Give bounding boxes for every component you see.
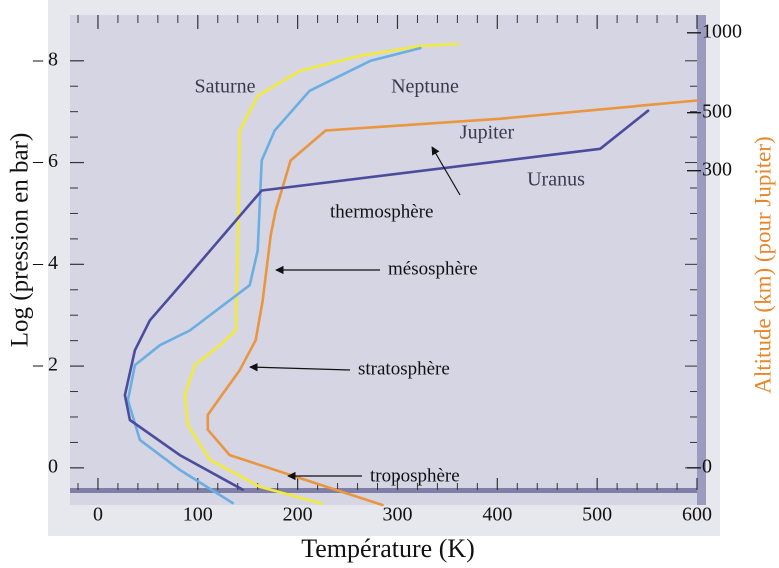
y-tick-label: – 2 bbox=[32, 354, 58, 376]
x-tick-label: 600 bbox=[682, 504, 712, 526]
series-line bbox=[123, 109, 650, 491]
x-tick-label: 300 bbox=[382, 504, 412, 526]
y-tick-label: – 6 bbox=[32, 150, 58, 172]
bottom-ruler bbox=[70, 488, 697, 493]
x-tick-label: 0 bbox=[93, 504, 103, 526]
y2-tick-label: 0 bbox=[702, 455, 712, 477]
right-ruler bbox=[697, 15, 706, 505]
series-label: Neptune bbox=[391, 76, 459, 98]
y2-tick-label: 1000 bbox=[702, 20, 742, 42]
annotation: mésosphère bbox=[388, 258, 478, 279]
y-axis-label: Log (pression en bar) bbox=[7, 133, 34, 348]
y-tick-label: 0 bbox=[48, 455, 58, 477]
series-line bbox=[206, 99, 699, 507]
annotation-arrow bbox=[431, 146, 461, 196]
annotation-arrow bbox=[249, 363, 351, 372]
y2-axis-label: Altitude (km) (pour Jupiter) bbox=[750, 136, 775, 393]
series-line bbox=[183, 42, 460, 505]
annotation: stratosphère bbox=[358, 358, 450, 379]
series-label: Saturne bbox=[194, 76, 255, 98]
annotation: troposphère bbox=[370, 465, 460, 486]
series-label: Jupiter bbox=[460, 122, 515, 144]
y2-tick-label: 500 bbox=[702, 100, 732, 122]
y2-tick-label: 300 bbox=[702, 158, 732, 180]
series-line bbox=[126, 46, 422, 505]
x-tick-label: 100 bbox=[183, 504, 213, 526]
plot-background bbox=[70, 15, 697, 505]
annotation: thermosphère bbox=[330, 201, 433, 222]
x-axis-label: Température (K) bbox=[301, 534, 475, 563]
x-tick-label: 500 bbox=[582, 504, 612, 526]
y-tick-label: – 8 bbox=[32, 48, 58, 70]
series-label: Uranus bbox=[527, 169, 585, 191]
x-tick-label: 200 bbox=[283, 504, 313, 526]
y-tick-label: – 4 bbox=[32, 252, 58, 274]
x-tick-label: 400 bbox=[482, 504, 512, 526]
